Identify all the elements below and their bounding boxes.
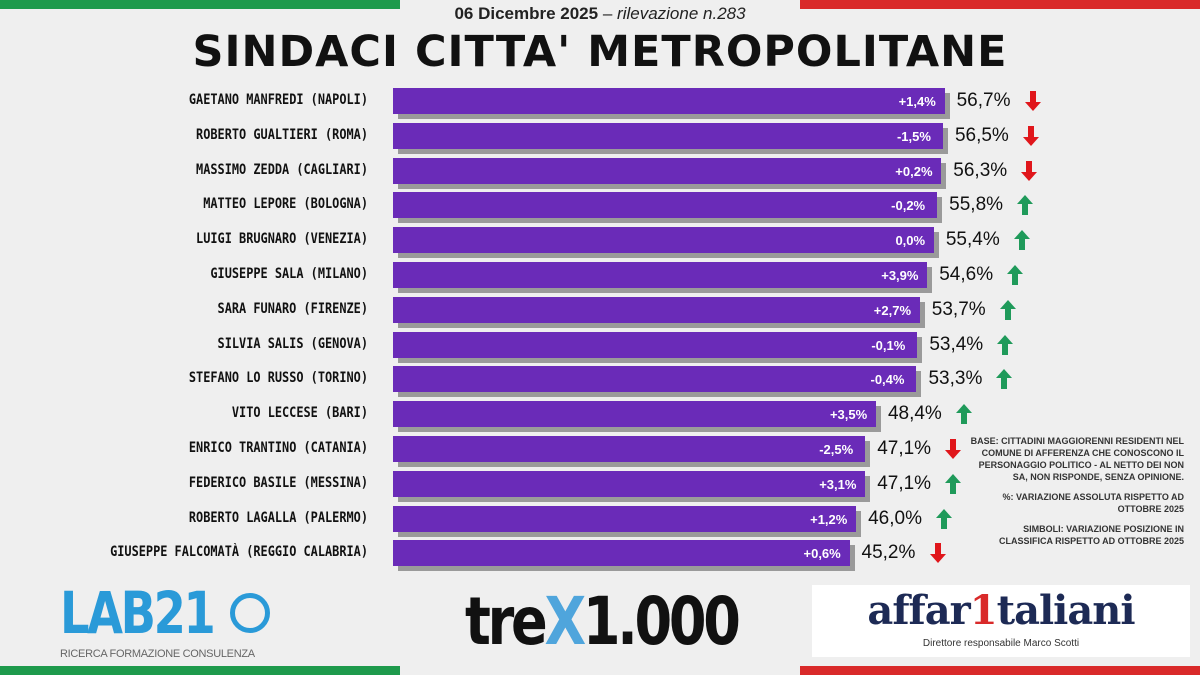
bar bbox=[393, 262, 928, 288]
value-label: 53,7% bbox=[931, 298, 986, 320]
category-label: GIUSEPPE FALCOMATÀ (REGGIO CALABRIA) bbox=[110, 544, 368, 561]
flag-red-bottom bbox=[800, 666, 1200, 675]
arrow-down-icon bbox=[945, 439, 962, 459]
note-base: BASE: CITTADINI MAGGIORENNI RESIDENTI NE… bbox=[970, 436, 1184, 482]
change-label: 0,0% bbox=[895, 233, 926, 249]
arrow-down-icon bbox=[1021, 160, 1038, 181]
change-label: +3,9% bbox=[881, 268, 919, 283]
category-label: GIUSEPPE SALA (MILANO) bbox=[210, 266, 368, 282]
change-label: -0,1% bbox=[871, 337, 906, 353]
category-label: GAETANO MANFREDI (NAPOLI) bbox=[188, 92, 368, 108]
value-label: 47,1% bbox=[877, 472, 932, 494]
value-label: 53,4% bbox=[929, 333, 984, 355]
flag-green-top bbox=[0, 0, 400, 9]
value-label: 48,4% bbox=[887, 403, 942, 425]
category-label: FEDERICO BASILE (MESSINA) bbox=[188, 474, 368, 491]
survey-date: 06 Dicembre 2025 – rilevazione n.283 bbox=[454, 4, 746, 23]
change-label: +1,2% bbox=[810, 511, 848, 527]
category-label: LUIGI BRUGNARO (VENEZIA) bbox=[196, 231, 368, 248]
bar bbox=[393, 192, 938, 219]
change-label: -1,5% bbox=[896, 128, 931, 144]
arrow-up-icon bbox=[945, 473, 962, 494]
value-label: 53,3% bbox=[928, 368, 983, 390]
value-label: 55,8% bbox=[949, 194, 1004, 216]
flag-green-bottom bbox=[0, 666, 400, 675]
bar bbox=[393, 470, 866, 497]
category-label: MASSIMO ZEDDA (CAGLIARI) bbox=[196, 161, 368, 178]
category-label: SARA FUNARO (FIRENZE) bbox=[217, 300, 368, 317]
change-label: +0,6% bbox=[803, 546, 841, 562]
category-label: VITO LECCESE (BARI) bbox=[231, 405, 368, 422]
value-label: 47,1% bbox=[877, 438, 932, 459]
change-label: +3,1% bbox=[819, 476, 857, 492]
arrow-up-icon bbox=[997, 334, 1014, 355]
change-label: -2,5% bbox=[819, 442, 854, 457]
bar bbox=[393, 227, 934, 254]
value-label: 56,5% bbox=[954, 124, 1009, 146]
arrow-up-icon bbox=[1007, 265, 1024, 285]
category-label: SILVIA SALIS (GENOVA) bbox=[217, 335, 368, 352]
bar bbox=[393, 296, 920, 323]
arrow-up-icon bbox=[955, 404, 972, 425]
bar bbox=[393, 401, 876, 428]
arrow-down-icon bbox=[929, 543, 946, 564]
arrow-down-icon bbox=[1024, 91, 1041, 111]
bar bbox=[393, 88, 945, 114]
value-label: 56,3% bbox=[953, 159, 1008, 181]
category-label: ROBERTO LAGALLA (PALERMO) bbox=[188, 509, 368, 526]
change-label: +3,5% bbox=[829, 407, 868, 423]
chart-title: SINDACI CITTA' METROPOLITANE bbox=[192, 27, 1008, 77]
bar bbox=[393, 331, 918, 358]
bar bbox=[393, 436, 866, 462]
note-symbols: SIMBOLI: VARIAZIONE POSIZIONE IN CLASSIF… bbox=[998, 524, 1184, 546]
change-label: -0,2% bbox=[891, 198, 926, 214]
category-label: MATTEO LEPORE (BOLOGNA) bbox=[203, 196, 368, 213]
arrow-down-icon bbox=[1022, 125, 1039, 146]
note-variation: %: VARIAZIONE ASSOLUTA RISPETTO AD OTTOB… bbox=[1002, 492, 1184, 514]
bar bbox=[393, 157, 942, 184]
value-label: 45,2% bbox=[861, 542, 916, 564]
category-label: ROBERTO GUALTIERI (ROMA) bbox=[196, 126, 368, 143]
value-label: 56,7% bbox=[956, 90, 1011, 111]
change-label: +0,2% bbox=[895, 163, 933, 179]
arrow-up-icon bbox=[1013, 230, 1030, 251]
arrow-up-icon bbox=[1017, 195, 1034, 216]
category-label: ENRICO TRANTINO (CATANIA) bbox=[188, 440, 368, 456]
chart-circle-icon bbox=[229, 593, 270, 633]
change-label: -0,4% bbox=[870, 372, 905, 388]
value-label: 46,0% bbox=[868, 507, 922, 529]
bar bbox=[393, 366, 917, 393]
category-label: STEFANO LO RUSSO (TORINO) bbox=[188, 370, 368, 387]
x-mark-icon: X bbox=[544, 583, 586, 660]
change-label: +2,7% bbox=[873, 302, 912, 318]
bar bbox=[393, 540, 850, 567]
flag-red-top bbox=[800, 0, 1200, 9]
change-label: +1,4% bbox=[898, 94, 936, 109]
bar bbox=[393, 122, 943, 149]
arrow-up-icon bbox=[999, 299, 1016, 320]
affaritaliani-logo: affar1taliani Direttore responsabile Mar… bbox=[812, 585, 1190, 657]
arrow-up-icon bbox=[936, 508, 953, 529]
lab21-logo: LAB21 RICERCA FORMAZIONE CONSULENZA bbox=[60, 580, 270, 661]
trex1000-logo: treX1.000 bbox=[465, 583, 741, 660]
value-label: 54,6% bbox=[939, 264, 994, 285]
value-label: 55,4% bbox=[945, 229, 1000, 251]
bar bbox=[393, 505, 857, 532]
notes: BASE: CITTADINI MAGGIORENNI RESIDENTI NE… bbox=[968, 435, 1184, 555]
arrow-up-icon bbox=[996, 369, 1013, 390]
